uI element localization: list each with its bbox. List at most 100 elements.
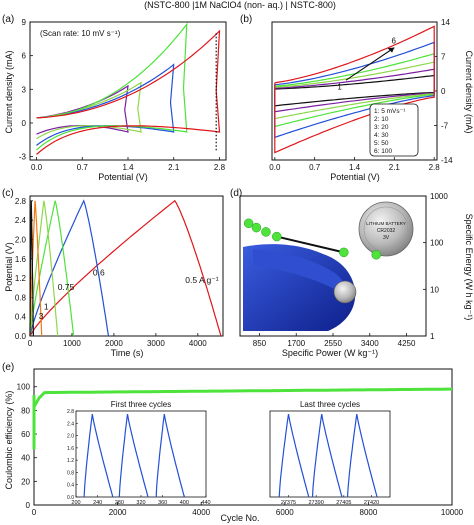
panel-c-series-label: 1: [44, 301, 49, 311]
panel-e-letter: (e): [2, 362, 14, 373]
panel-a-series-3: [36, 22, 188, 151]
panel-a-y-tick-label: 9: [22, 18, 27, 27]
panel-c-y-tick-label: 1.6: [15, 255, 27, 264]
panel-e-inset-x-tick-label: 240: [93, 500, 102, 506]
panel-e-inset-1: Last three cycles 27375 27390 27405 27420: [269, 400, 391, 506]
panel-b-legend-box: [369, 103, 419, 157]
battery-label-line: CR2032: [377, 228, 396, 234]
panel-b-xlabel: Potential (V): [330, 172, 380, 182]
panel-a-y-tick-label: 0: [22, 119, 27, 128]
panel-b-letter: (b): [240, 14, 252, 25]
panel-d-y-tick-label: 1: [430, 332, 435, 341]
panel-d-y-tick-label: 1000: [430, 192, 448, 201]
panel-e-inset-x-tick-label: 27390: [309, 500, 324, 506]
panel-a-x-tick-label: 2.8: [214, 163, 226, 172]
panel-d-x-tick-label: 3400: [361, 339, 379, 348]
panel-b-y-tick-label: -14: [441, 156, 453, 165]
battery-label-line: 3V: [383, 235, 390, 241]
panel-a-ylabel: Current density (mA): [4, 50, 14, 133]
panel-c-y-tick-label: 0.4: [15, 313, 27, 322]
panel-b-y-tick-label: -7: [441, 122, 449, 131]
panel-d-point-1: [251, 222, 262, 233]
panel-e-inset-frame: [269, 410, 391, 498]
panel-b-series-5: [274, 25, 435, 154]
panel-d-point-4: [339, 247, 349, 258]
panel-b-legend-entry: 5: 50: [374, 140, 389, 147]
panel-a-annotation: (Scan rate: 10 mV s⁻¹): [40, 29, 121, 38]
panel-e-x-tick-label: 8000: [360, 508, 378, 517]
panel-a-cv-10mv: (a) (Scan rate: 10 mV s⁻¹) Potential (V)…: [2, 14, 227, 182]
panel-c-ylabel: Potential (V): [4, 242, 14, 292]
panel-a-y-tick-label: 6: [22, 52, 27, 61]
panel-c-y-tick-label: 2.0: [15, 235, 27, 244]
device-photo: [243, 199, 418, 331]
panel-c-series-5: [29, 200, 34, 337]
panel-b-x-tick-label: 0.0: [269, 163, 281, 172]
panel-e-y-tick-label: 80: [21, 406, 30, 415]
panel-a-xlabel: Potential (V): [98, 172, 148, 182]
panel-d-y-tick-label: 100: [430, 239, 444, 248]
panel-e-x-tick-label: 0: [32, 508, 37, 517]
panel-c-series-label: 0.6: [93, 268, 105, 278]
panel-b-arrow: [345, 47, 395, 81]
panel-a-x-tick-label: 1.4: [122, 163, 134, 172]
panel-e-inset-cycle-1: [311, 413, 343, 498]
panel-e-series-0: [32, 387, 452, 450]
panel-e-inset-cycle-2: [155, 413, 185, 498]
panel-e-inset-cycle-1: [118, 413, 149, 498]
panel-d-y-tick-label: 10: [430, 285, 439, 294]
panel-e-y-tick-label: 0: [26, 501, 31, 510]
panel-d-point-3: [272, 231, 282, 242]
panel-e-inset-frame: [75, 410, 207, 498]
panel-b-y-tick-label: 0: [441, 87, 446, 96]
panel-e-inset-y-tick-label: 1.6: [67, 446, 74, 452]
panel-b-legend-entry: 2: 10: [374, 116, 389, 123]
panel-c-xlabel: Time (s): [111, 348, 144, 358]
panel-e-x-tick-label: 10000: [441, 508, 464, 517]
panel-e-inset-y-tick-label: 1.2: [67, 458, 74, 464]
panel-e-coulombic: (e) Cycle No. Coulombic efficiency (%) 0…: [2, 362, 464, 523]
panel-e-inset-x-tick-label: 400: [180, 500, 189, 506]
figure-header: (NSTC-800 |1M NaClO4 (non- aq.) | NSTC-8…: [144, 0, 336, 10]
panel-c-series-4: [29, 200, 43, 337]
panel-d-point-5: [371, 250, 382, 260]
panel-c-series-3: [29, 200, 59, 337]
panel-b-arrow-label-end: 6: [391, 37, 396, 46]
panel-e-inset-cycle-0: [278, 413, 310, 498]
panel-d-point-0: [243, 218, 254, 229]
battery-label-line: LITHIUM BATTERY: [366, 221, 406, 226]
panel-e-inset-x-tick-label: 440: [201, 500, 210, 506]
panel-e-inset-0: First three cycles 200 240 280 320 360 400 440 0…: [67, 400, 211, 506]
panel-e-inset-x-tick-label: 320: [136, 500, 145, 506]
panel-e-y-tick-label: 60: [21, 430, 30, 439]
panel-b-legend-entry: 3: 20: [374, 124, 389, 131]
panel-c-y-tick-label: 0.0: [15, 332, 27, 341]
panel-c-series-1: [29, 199, 110, 337]
panel-d-x-tick-label: 4250: [398, 339, 416, 348]
panel-e-inset-y-tick-label: 0.0: [67, 495, 74, 501]
panel-d-x-tick-label: 850: [253, 339, 267, 348]
panel-c-series-2: [29, 200, 75, 337]
panel-e-inset-y-tick-label: 0.4: [67, 483, 74, 489]
panel-a-x-tick-label: 0.0: [31, 163, 43, 172]
panel-e-x-tick-label: 6000: [276, 508, 294, 517]
panel-b-legend-entry: 4: 30: [374, 132, 389, 139]
panel-d-point-2: [261, 227, 271, 237]
panel-e-inset-y-tick-label: 2.4: [67, 421, 74, 427]
panel-b-x-tick-label: 2.1: [389, 163, 401, 172]
panel-d-xlabel: Specific Power (W kg⁻¹): [282, 348, 378, 358]
panel-d-letter: (d): [230, 188, 242, 199]
panel-b-legend-entry: 6: 100: [374, 148, 392, 155]
panel-c-x-tick-label: 0: [28, 339, 33, 348]
panel-c-x-tick-label: 1000: [63, 339, 81, 348]
panel-c-letter: (c): [2, 188, 14, 199]
panel-e-xlabel: Cycle No.: [220, 513, 259, 523]
panel-a-letter: (a): [2, 14, 14, 25]
panel-b-y-tick-label: 7: [441, 53, 446, 62]
panel-e-ylabel: Coulombic efficiency (%): [4, 391, 14, 490]
panel-a-series-0: [36, 84, 129, 135]
panel-e-inset-x-tick-label: 360: [158, 500, 167, 506]
panel-a-x-tick-label: 2.1: [168, 163, 180, 172]
panel-e-inset-title: First three cycles: [111, 400, 171, 409]
